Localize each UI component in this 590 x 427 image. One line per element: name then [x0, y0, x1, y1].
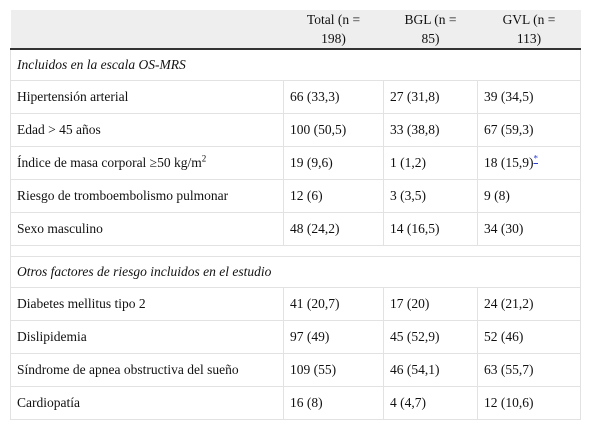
spacer-cell — [10, 245, 581, 257]
row-label-cell: Diabetes mellitus tipo 2 — [10, 287, 284, 321]
value-cell: 34 (30) — [477, 212, 581, 246]
header-row: Total (n = 198) BGL (n = 85) GVL (n = 113) — [10, 10, 581, 50]
value: 100 (50,5) — [290, 122, 347, 137]
data-row: Síndrome de apnea obstructiva del sueño 1… — [10, 353, 581, 387]
table-body: Incluidos en la escala OS-MRS Hipertensió… — [10, 48, 581, 420]
column-header: BGL (n = 85) — [383, 10, 478, 50]
value-cell: 100 (50,5) — [283, 113, 384, 147]
row-label-cell: Hipertensión arterial — [10, 80, 284, 114]
value: 9 (8) — [484, 188, 510, 203]
section-title: Otros factores de riesgo incluidos en el… — [10, 256, 581, 288]
value: 52 (46) — [484, 329, 524, 344]
value: 45 (52,9) — [390, 329, 440, 344]
value: 3 (3,5) — [390, 188, 426, 203]
value-cell: 33 (38,8) — [383, 113, 478, 147]
column-header: GVL (n = 113) — [477, 10, 581, 50]
row-label: Diabetes mellitus tipo 2 — [17, 296, 146, 311]
value-cell: 19 (9,6) — [283, 146, 384, 180]
row-label: Dislipidemia — [17, 329, 87, 344]
value-cell: 46 (54,1) — [383, 353, 478, 387]
value-cell: 45 (52,9) — [383, 320, 478, 354]
data-row: Edad > 45 años 100 (50,5) 33 (38,8) 67 (59,… — [10, 113, 581, 147]
value: 16 (8) — [290, 395, 323, 410]
data-row: Riesgo de tromboembolismo pulmonar 12 (6)… — [10, 179, 581, 213]
value: 17 (20) — [390, 296, 430, 311]
table-head: Total (n = 198) BGL (n = 85) GVL (n = 113) — [10, 10, 581, 50]
value-cell: 1 (1,2) — [383, 146, 478, 180]
footnote-link[interactable]: * — [533, 153, 539, 164]
row-label: Índice de masa corporal ≥50 kg/m — [17, 155, 202, 170]
row-label: Hipertensión arterial — [17, 89, 129, 104]
value: 48 (24,2) — [290, 221, 340, 236]
row-label-cell: Índice de masa corporal ≥50 kg/m2 — [10, 146, 284, 180]
row-label-cell: Cardiopatía — [10, 386, 284, 420]
value-cell: 16 (8) — [283, 386, 384, 420]
value: 46 (54,1) — [390, 362, 440, 377]
row-label-cell: Edad > 45 años — [10, 113, 284, 147]
section-row: Otros factores de riesgo incluidos en el… — [10, 256, 581, 288]
row-label-cell: Dislipidemia — [10, 320, 284, 354]
superscript: 2 — [201, 153, 207, 164]
value-cell: 24 (21,2) — [477, 287, 581, 321]
value: 4 (4,7) — [390, 395, 426, 410]
column-header: Total (n = 198) — [283, 10, 384, 50]
value: 19 (9,6) — [290, 155, 333, 170]
row-label: Síndrome de apnea obstructiva del sueño — [17, 362, 239, 377]
value: 18 (15,9) — [484, 155, 534, 170]
value-cell: 48 (24,2) — [283, 212, 384, 246]
row-label-cell: Riesgo de tromboembolismo pulmonar — [10, 179, 284, 213]
data-row: Hipertensión arterial 66 (33,3) 27 (31,8) 3… — [10, 80, 581, 114]
value: 41 (20,7) — [290, 296, 340, 311]
value-cell: 41 (20,7) — [283, 287, 384, 321]
value: 12 (10,6) — [484, 395, 534, 410]
value: 27 (31,8) — [390, 89, 440, 104]
section-row: Incluidos en la escala OS-MRS — [10, 48, 581, 81]
value: 66 (33,3) — [290, 89, 340, 104]
value-cell: 67 (59,3) — [477, 113, 581, 147]
section-title: Incluidos en la escala OS-MRS — [10, 48, 581, 81]
value: 24 (21,2) — [484, 296, 534, 311]
value: 97 (49) — [290, 329, 330, 344]
data-row: Sexo masculino 48 (24,2) 14 (16,5) 34 (30) — [10, 212, 581, 246]
value-cell: 12 (10,6) — [477, 386, 581, 420]
value-cell: 109 (55) — [283, 353, 384, 387]
data-row: Diabetes mellitus tipo 2 41 (20,7) 17 (20)… — [10, 287, 581, 321]
value-cell: 14 (16,5) — [383, 212, 478, 246]
value-cell: 27 (31,8) — [383, 80, 478, 114]
header-cell — [10, 10, 284, 50]
row-label-cell: Síndrome de apnea obstructiva del sueño — [10, 353, 284, 387]
value-cell: 18 (15,9)* — [477, 146, 581, 180]
data-row: Cardiopatía 16 (8) 4 (4,7) 12 (10,6) — [10, 386, 581, 420]
value-cell: 63 (55,7) — [477, 353, 581, 387]
data-row: Índice de masa corporal ≥50 kg/m2 19 (9,6… — [10, 146, 581, 180]
row-label: Riesgo de tromboembolismo pulmonar — [17, 188, 229, 203]
value-cell: 3 (3,5) — [383, 179, 478, 213]
value: 14 (16,5) — [390, 221, 440, 236]
value-cell: 4 (4,7) — [383, 386, 478, 420]
row-label: Cardiopatía — [17, 395, 80, 410]
value: 33 (38,8) — [390, 122, 440, 137]
row-label: Sexo masculino — [17, 221, 103, 236]
value: 1 (1,2) — [390, 155, 426, 170]
value-cell: 39 (34,5) — [477, 80, 581, 114]
value-cell: 97 (49) — [283, 320, 384, 354]
value-cell: 17 (20) — [383, 287, 478, 321]
row-label: Edad > 45 años — [17, 122, 101, 137]
value: 34 (30) — [484, 221, 524, 236]
value-cell: 12 (6) — [283, 179, 384, 213]
spacer-row — [10, 245, 581, 257]
value: 39 (34,5) — [484, 89, 534, 104]
data-row: Dislipidemia 97 (49) 45 (52,9) 52 (46) — [10, 320, 581, 354]
data-table: Total (n = 198) BGL (n = 85) GVL (n = 113)… — [10, 10, 581, 420]
value: 67 (59,3) — [484, 122, 534, 137]
value-cell: 9 (8) — [477, 179, 581, 213]
value-cell: 66 (33,3) — [283, 80, 384, 114]
value-cell: 52 (46) — [477, 320, 581, 354]
row-label-cell: Sexo masculino — [10, 212, 284, 246]
value: 63 (55,7) — [484, 362, 534, 377]
value: 109 (55) — [290, 362, 337, 377]
value: 12 (6) — [290, 188, 323, 203]
